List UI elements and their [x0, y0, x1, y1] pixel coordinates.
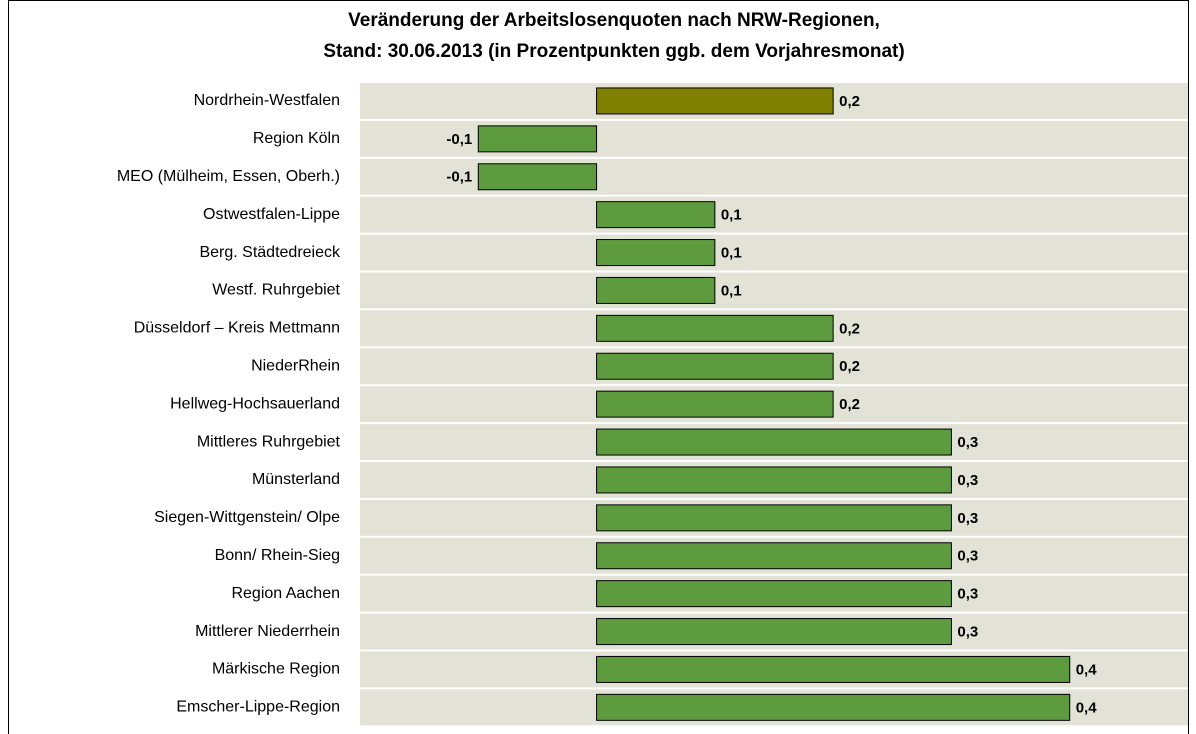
y-tick-label: NiederRhein — [251, 357, 340, 374]
bar — [596, 201, 716, 229]
y-tick-label: Emscher-Lippe-Region — [176, 699, 340, 716]
bar — [596, 618, 952, 646]
value-label: 0,3 — [957, 434, 978, 451]
y-tick-label: Westf. Ruhrgebiet — [212, 282, 340, 299]
bar — [477, 163, 598, 191]
value-label: 0,1 — [721, 282, 742, 299]
y-tick-label: MEO (Mülheim, Essen, Oberh.) — [117, 168, 340, 185]
y-tick-label: Siegen-Wittgenstein/ Olpe — [154, 509, 340, 526]
row-band — [360, 196, 1188, 233]
bar — [596, 314, 834, 342]
row-band — [360, 234, 1188, 271]
bar — [596, 504, 952, 532]
y-tick-label: Region Köln — [253, 130, 340, 147]
value-label: 0,2 — [839, 358, 860, 375]
bar — [477, 125, 598, 153]
y-tick-label: Region Aachen — [231, 585, 340, 602]
value-label: -0,1 — [446, 169, 472, 186]
y-tick-label: Mittlerer Niederrhein — [195, 623, 340, 640]
value-label: 0,3 — [957, 586, 978, 603]
bar — [596, 239, 716, 267]
frame — [8, 0, 1189, 734]
y-tick-label: Bonn/ Rhein-Sieg — [215, 547, 340, 564]
bar — [596, 580, 952, 608]
bar — [596, 428, 952, 456]
y-tick-label: Münsterland — [252, 471, 340, 488]
value-label: 0,3 — [957, 624, 978, 641]
bar — [596, 466, 952, 494]
value-label: 0,4 — [1076, 699, 1098, 716]
value-label: 0,4 — [1076, 661, 1098, 678]
value-label: 0,2 — [839, 396, 860, 413]
value-label: 0,3 — [957, 510, 978, 527]
y-tick-label: Düsseldorf – Kreis Mettmann — [134, 320, 340, 337]
bar — [596, 390, 834, 418]
value-label: 0,3 — [957, 472, 978, 489]
bar — [596, 87, 834, 115]
y-tick-label: Mittleres Ruhrgebiet — [197, 433, 341, 450]
y-tick-label: Nordrhein-Westfalen — [194, 92, 340, 109]
bar — [596, 352, 834, 380]
bar — [596, 655, 1071, 683]
bar — [596, 542, 952, 570]
value-label: 0,2 — [839, 320, 860, 337]
row-band — [360, 272, 1188, 309]
chart-subtitle: Stand: 30.06.2013 (in Prozentpunkten ggb… — [323, 41, 904, 62]
y-tick-label: Berg. Städtedreieck — [199, 244, 341, 261]
value-label: 0,1 — [721, 245, 742, 262]
y-tick-label: Ostwestfalen-Lippe — [203, 206, 340, 223]
bar — [596, 276, 716, 304]
value-label: 0,2 — [839, 93, 860, 110]
chart-title: Veränderung der Arbeitslosenquoten nach … — [348, 10, 880, 31]
y-tick-label: Hellweg-Hochsauerland — [170, 395, 340, 412]
y-tick-label: Märkische Region — [212, 661, 340, 678]
bar — [596, 693, 1071, 721]
value-label: -0,1 — [446, 131, 472, 148]
value-label: 0,3 — [957, 548, 978, 565]
value-label: 0,1 — [721, 207, 742, 224]
